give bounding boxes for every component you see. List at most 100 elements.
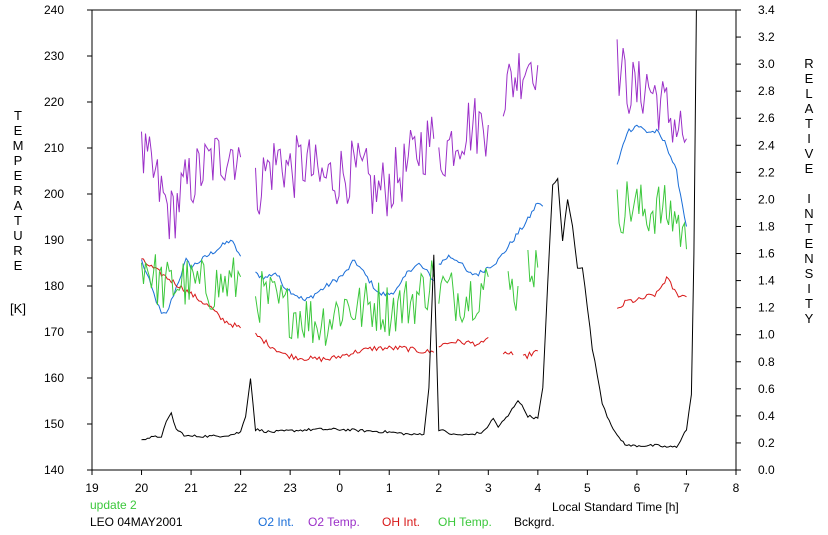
right-label-letter: E xyxy=(805,71,814,86)
series-o2-int xyxy=(141,124,687,314)
series-line xyxy=(522,349,538,360)
legend-entry: OH Int. xyxy=(382,515,420,529)
y-right-tick-label: 0.0 xyxy=(758,463,775,477)
right-label-letter: N xyxy=(804,206,813,221)
y-left-tick-label: 170 xyxy=(44,325,64,339)
x-tick-label: 6 xyxy=(634,481,641,495)
y-left-tick-label: 200 xyxy=(44,187,64,201)
y-left-tick-label: 210 xyxy=(44,141,64,155)
station-label: LEO 04MAY2001 xyxy=(90,515,183,529)
x-tick-label: 20 xyxy=(135,481,149,495)
right-label-letter: T xyxy=(805,116,813,131)
right-label-letter: N xyxy=(804,251,813,266)
series-line xyxy=(141,254,242,310)
left-label-letter: E xyxy=(14,168,23,183)
y-left-tick-label: 160 xyxy=(44,371,64,385)
series-line xyxy=(527,249,539,288)
y-left-tick-label: 140 xyxy=(44,463,64,477)
right-label-letter: Y xyxy=(805,311,814,326)
y-left-tick-label: 150 xyxy=(44,417,64,431)
y-right-tick-label: 2.2 xyxy=(758,165,775,179)
x-tick-label: 23 xyxy=(283,481,297,495)
series-line xyxy=(438,98,489,177)
series-line xyxy=(438,268,489,324)
x-axis: 19 20 21 22 23 0 1 2 3 4 5 6 7 8 xyxy=(85,470,740,495)
update-note: update 2 xyxy=(90,498,137,512)
x-tick-label: 2 xyxy=(435,481,442,495)
y-right-tick-label: 1.8 xyxy=(758,219,775,233)
y-right-tick-label: 0.2 xyxy=(758,436,775,450)
series-line xyxy=(255,116,435,217)
y-right-tick-label: 1.6 xyxy=(758,247,775,261)
right-label-letter: E xyxy=(805,236,814,251)
y-left-tick-label: 220 xyxy=(44,95,64,109)
series-line xyxy=(616,39,687,144)
series-line xyxy=(255,260,435,346)
y-right-tick-label: 0.6 xyxy=(758,382,775,396)
y-left-tick-label: 240 xyxy=(44,3,64,17)
y-axis-right: 0.0 0.2 0.4 0.6 0.8 1.0 1.2 1.4 1.6 1.8 2.0 2.2 2.4 2… xyxy=(736,3,775,477)
y-left-tick-label: 230 xyxy=(44,49,64,63)
y-left-tick-label: 180 xyxy=(44,279,64,293)
y-right-tick-label: 2.4 xyxy=(758,138,775,152)
legend-entry: Bckgrd. xyxy=(514,515,555,529)
y-right-tick-label: 3.2 xyxy=(758,30,775,44)
y-left-tick-label: 190 xyxy=(44,233,64,247)
series-layer xyxy=(141,9,697,449)
series-line xyxy=(616,124,687,227)
series-line xyxy=(255,332,435,363)
series-line xyxy=(502,350,514,356)
x-tick-label: 0 xyxy=(336,481,343,495)
series-line xyxy=(438,336,489,348)
series-oh-int xyxy=(141,258,687,363)
x-axis-label: Local Standard Time [h] xyxy=(552,500,679,514)
left-label-letter: R xyxy=(13,183,22,198)
left-label-letter: R xyxy=(13,243,22,258)
right-label-letter: I xyxy=(807,191,811,206)
x-tick-label: 1 xyxy=(386,481,393,495)
series-line xyxy=(502,53,539,117)
series-line xyxy=(438,254,489,277)
series-line xyxy=(488,202,544,269)
left-label-unit: [K] xyxy=(10,301,26,316)
series-line xyxy=(141,9,697,449)
series-line xyxy=(616,275,687,309)
left-label-letter: U xyxy=(13,228,22,243)
series-line xyxy=(616,181,687,250)
x-tick-label: 22 xyxy=(234,481,248,495)
y-axis-left: 140 150 160 170 180 190 200 210 220 230 240 xyxy=(44,3,92,477)
y-right-tick-label: 3.4 xyxy=(758,3,775,17)
right-label-letter: S xyxy=(805,266,814,281)
series-oh-temp xyxy=(141,181,687,346)
left-label-letter: M xyxy=(13,138,24,153)
y-right-tick-label: 1.0 xyxy=(758,328,775,342)
series-line xyxy=(255,259,435,302)
x-tick-label: 8 xyxy=(733,481,740,495)
series-line xyxy=(141,131,242,240)
x-tick-label: 3 xyxy=(485,481,492,495)
series-line xyxy=(507,271,519,311)
x-tick-label: 19 xyxy=(85,481,99,495)
right-label-letter: V xyxy=(805,146,814,161)
right-label-letter: E xyxy=(805,161,814,176)
y-right-tick-label: 1.2 xyxy=(758,301,775,315)
left-label-letter: E xyxy=(14,123,23,138)
legend-entry: O2 Temp. xyxy=(308,515,360,529)
legend-entry: OH Temp. xyxy=(438,515,492,529)
series-line xyxy=(141,258,241,329)
x-tick-label: 5 xyxy=(584,481,591,495)
y-right-tick-label: 2.6 xyxy=(758,111,775,125)
left-label-letter: E xyxy=(14,258,23,273)
left-label-letter: P xyxy=(14,153,23,168)
y-right-tick-label: 2.0 xyxy=(758,192,775,206)
x-tick-label: 4 xyxy=(535,481,542,495)
legend: O2 Int. O2 Temp. OH Int. OH Temp. Bckgrd. xyxy=(258,515,555,529)
right-label-letter: I xyxy=(807,131,811,146)
series-o2-temp xyxy=(141,39,687,240)
y-right-tick-label: 3.0 xyxy=(758,57,775,71)
right-label-letter: T xyxy=(805,221,813,236)
x-tick-label: 7 xyxy=(683,481,690,495)
